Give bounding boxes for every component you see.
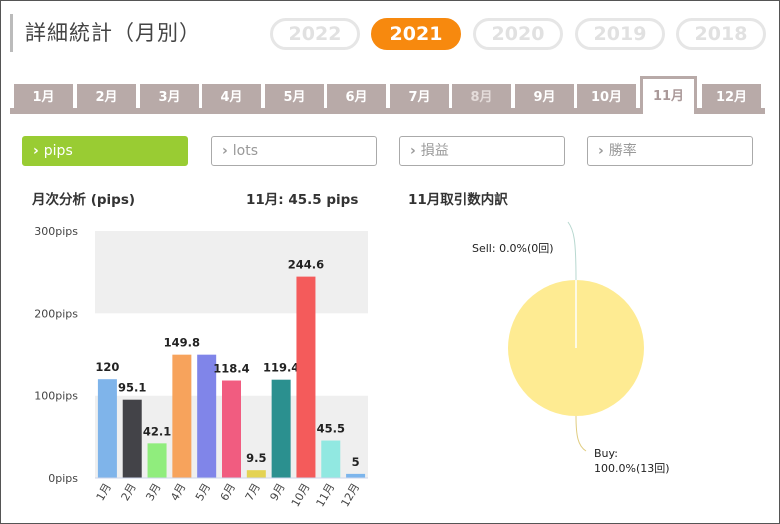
metric-label-lots: lots <box>232 143 259 159</box>
bar-6月 <box>222 380 241 478</box>
bar-3月 <box>147 443 167 478</box>
x-tick-label: 2月 <box>119 481 139 503</box>
pie-label-sell: Sell: 0.0%(0回) <box>472 242 554 255</box>
year-tab-2018[interactable]: 2018 <box>676 18 766 50</box>
data-label: 244.6 <box>288 258 324 272</box>
month-tab-10[interactable]: 10月 <box>577 84 636 110</box>
x-tick-label: 6月 <box>218 481 238 503</box>
year-tab-2019[interactable]: 2019 <box>575 18 665 50</box>
page-title-text: 詳細統計（月別） <box>25 21 201 45</box>
bar-12月 <box>346 473 366 478</box>
data-label: 9.5 <box>246 451 266 465</box>
y-tick-label: 0pips <box>48 472 78 485</box>
data-label: 118.4 <box>213 362 249 376</box>
month-tab-bar <box>10 108 765 114</box>
y-tick-label: 200pips <box>34 307 78 320</box>
data-label: 5 <box>352 455 360 469</box>
pie-label-buy-value: 100.0%(13回) <box>594 462 670 475</box>
bar-4月 <box>172 354 192 478</box>
month-tab-9[interactable]: 9月 <box>515 84 574 110</box>
pie-label-buy: Buy: <box>594 447 618 460</box>
x-tick-label: 4月 <box>168 481 188 503</box>
chevron-right-icon: › <box>598 143 604 159</box>
month-tab-4[interactable]: 4月 <box>202 84 261 110</box>
year-tab-2020[interactable]: 2020 <box>473 18 563 50</box>
data-label: 119.4 <box>263 361 299 375</box>
x-tick-label: 12月 <box>338 481 362 509</box>
pie-connector-sell <box>567 221 577 281</box>
bar-9月 <box>271 379 291 478</box>
metric-button-profit[interactable]: › 損益 <box>399 136 565 166</box>
metric-label-profit: 損益 <box>420 143 449 159</box>
chevron-right-icon: › <box>410 143 416 159</box>
data-label: 42.1 <box>143 424 171 438</box>
pie-connector-buy <box>575 415 587 452</box>
y-tick-label: 100pips <box>34 390 78 403</box>
month-tab-6[interactable]: 6月 <box>327 84 386 110</box>
x-tick-label: 10月 <box>289 481 313 509</box>
bar-1月 <box>97 379 117 478</box>
bar-7月 <box>246 470 266 478</box>
chevron-right-icon: › <box>222 143 228 159</box>
bar-10月 <box>296 276 316 478</box>
chart-title: 月次分析 (pips) <box>32 192 136 208</box>
y-tick-label: 300pips <box>34 225 78 238</box>
metric-button-lots[interactable]: › lots <box>211 136 377 166</box>
metric-button-winrate[interactable]: › 勝率 <box>587 136 753 166</box>
month-tab-11[interactable]: 11月 <box>640 76 697 114</box>
x-tick-label: 1月 <box>94 481 114 503</box>
pie-title: 11月取引数内訳 <box>408 192 508 208</box>
x-tick-label: 11月 <box>314 481 338 509</box>
data-label: 149.8 <box>164 336 200 350</box>
month-tab-5[interactable]: 5月 <box>265 84 324 110</box>
data-label: 120 <box>95 360 119 374</box>
metric-label-winrate: 勝率 <box>608 143 637 159</box>
bar-2月 <box>122 399 142 478</box>
bar-5月 <box>197 354 217 478</box>
month-summary: 11月: 45.5 pips <box>246 192 359 208</box>
grid-band <box>95 231 368 314</box>
data-label: 95.1 <box>118 381 146 395</box>
month-tab-8: 8月 <box>452 84 511 110</box>
month-tab-3[interactable]: 3月 <box>140 84 199 110</box>
x-tick-label: 9月 <box>267 481 287 503</box>
month-tab-1[interactable]: 1月 <box>14 84 73 110</box>
month-tab-2[interactable]: 2月 <box>77 84 136 110</box>
data-label: 45.5 <box>317 422 345 436</box>
page-title: 詳細統計（月別） <box>10 14 201 52</box>
x-tick-label: 7月 <box>243 481 263 503</box>
metric-button-pips[interactable]: › pips <box>22 136 188 166</box>
x-tick-label: 5月 <box>193 481 213 503</box>
bar-11月 <box>321 440 341 478</box>
month-tab-7[interactable]: 7月 <box>390 84 449 110</box>
chevron-right-icon: › <box>33 143 39 159</box>
metric-label-pips: pips <box>43 143 73 159</box>
month-tab-12[interactable]: 12月 <box>702 84 761 110</box>
year-tab-2022[interactable]: 2022 <box>270 18 360 50</box>
x-tick-label: 3月 <box>143 481 163 503</box>
year-tab-2021[interactable]: 2021 <box>371 18 461 50</box>
